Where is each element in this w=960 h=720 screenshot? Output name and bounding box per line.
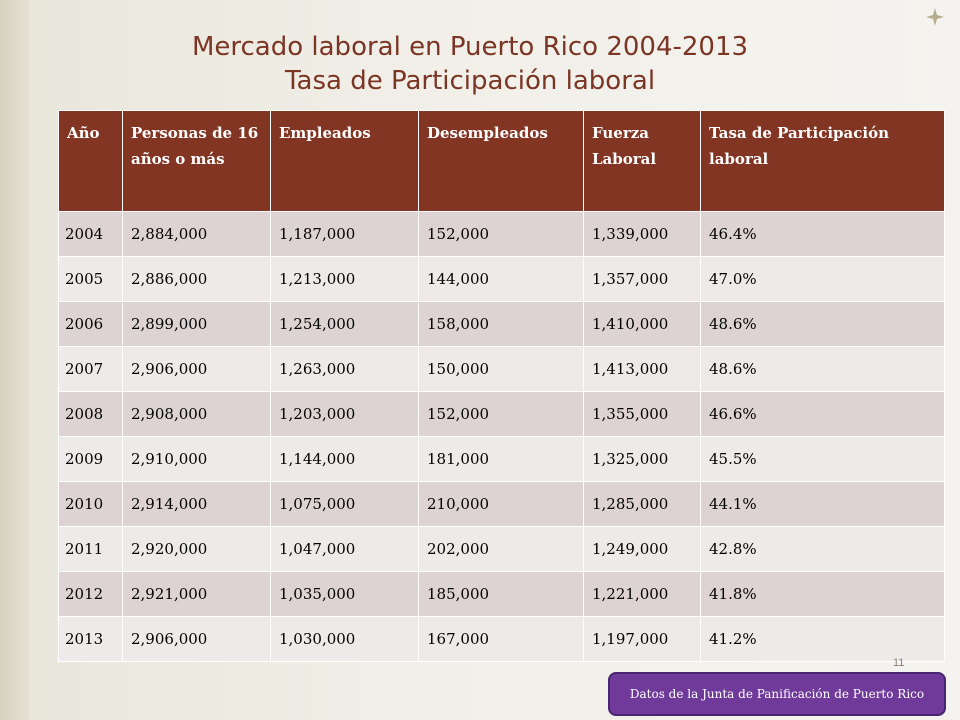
cell-employed: 1,047,000 <box>270 526 419 572</box>
cell-unemployed: 158,000 <box>418 301 584 347</box>
cell-population-16-plus: 2,906,000 <box>122 346 271 392</box>
table-row: 2004 2,884,000 1,187,000 152,000 1,339,000 46… <box>58 211 945 257</box>
cell-employed: 1,075,000 <box>270 481 419 527</box>
slide-title: Mercado laboral en Puerto Rico 2004-2013… <box>80 30 860 98</box>
table-row: 2005 2,886,000 1,213,000 144,000 1,357,000 47… <box>58 256 945 302</box>
cell-year: 2009 <box>58 436 123 482</box>
cell-participation-rate: 47.0% <box>700 256 945 302</box>
table-body: 2004 2,884,000 1,187,000 152,000 1,339,000 46… <box>58 211 945 662</box>
cell-employed: 1,030,000 <box>270 616 419 662</box>
cell-year: 2011 <box>58 526 123 572</box>
cell-population-16-plus: 2,886,000 <box>122 256 271 302</box>
source-note: Datos de la Junta de Panificación de Pue… <box>608 672 946 716</box>
cell-population-16-plus: 2,921,000 <box>122 571 271 617</box>
cell-participation-rate: 44.1% <box>700 481 945 527</box>
title-line-1: Mercado laboral en Puerto Rico 2004-2013 <box>191 32 749 62</box>
header-participation-rate: Tasa de Participación laboral <box>700 110 945 212</box>
cell-population-16-plus: 2,884,000 <box>122 211 271 257</box>
cell-population-16-plus: 2,910,000 <box>122 436 271 482</box>
table-row: 2011 2,920,000 1,047,000 202,000 1,249,000 42… <box>58 526 945 572</box>
cell-labor-force: 1,355,000 <box>583 391 701 437</box>
cell-participation-rate: 48.6% <box>700 301 945 347</box>
table-row: 2013 2,906,000 1,030,000 167,000 1,197,000 41… <box>58 616 945 662</box>
cell-labor-force: 1,221,000 <box>583 571 701 617</box>
table-row: 2010 2,914,000 1,075,000 210,000 1,285,000 44… <box>58 481 945 527</box>
cell-population-16-plus: 2,920,000 <box>122 526 271 572</box>
header-year: Año <box>58 110 123 212</box>
table-row: 2009 2,910,000 1,144,000 181,000 1,325,000 45… <box>58 436 945 482</box>
cell-year: 2005 <box>58 256 123 302</box>
cell-unemployed: 210,000 <box>418 481 584 527</box>
cell-population-16-plus: 2,899,000 <box>122 301 271 347</box>
cell-population-16-plus: 2,908,000 <box>122 391 271 437</box>
table-row: 2008 2,908,000 1,203,000 152,000 1,355,000 46… <box>58 391 945 437</box>
sparkle-icon <box>926 8 944 26</box>
cell-employed: 1,144,000 <box>270 436 419 482</box>
cell-year: 2007 <box>58 346 123 392</box>
labor-market-table: Año Personas de 16 años o más Empleados … <box>58 110 945 662</box>
cell-labor-force: 1,413,000 <box>583 346 701 392</box>
cell-labor-force: 1,285,000 <box>583 481 701 527</box>
cell-population-16-plus: 2,914,000 <box>122 481 271 527</box>
cell-employed: 1,187,000 <box>270 211 419 257</box>
cell-unemployed: 152,000 <box>418 211 584 257</box>
title-line-2: Tasa de Participación laboral <box>284 66 656 96</box>
cell-year: 2013 <box>58 616 123 662</box>
cell-year: 2010 <box>58 481 123 527</box>
cell-employed: 1,035,000 <box>270 571 419 617</box>
cell-unemployed: 167,000 <box>418 616 584 662</box>
cell-labor-force: 1,325,000 <box>583 436 701 482</box>
cell-year: 2006 <box>58 301 123 347</box>
left-decorative-bar <box>0 0 30 720</box>
cell-participation-rate: 46.4% <box>700 211 945 257</box>
cell-unemployed: 150,000 <box>418 346 584 392</box>
cell-participation-rate: 45.5% <box>700 436 945 482</box>
cell-labor-force: 1,410,000 <box>583 301 701 347</box>
cell-unemployed: 144,000 <box>418 256 584 302</box>
cell-participation-rate: 48.6% <box>700 346 945 392</box>
cell-labor-force: 1,249,000 <box>583 526 701 572</box>
header-population-16-plus: Personas de 16 años o más <box>122 110 271 212</box>
page-number: 11 <box>893 657 905 669</box>
cell-employed: 1,263,000 <box>270 346 419 392</box>
cell-year: 2004 <box>58 211 123 257</box>
cell-employed: 1,213,000 <box>270 256 419 302</box>
header-employed: Empleados <box>270 110 419 212</box>
cell-unemployed: 152,000 <box>418 391 584 437</box>
cell-employed: 1,203,000 <box>270 391 419 437</box>
header-labor-force: Fuerza Laboral <box>583 110 701 212</box>
cell-labor-force: 1,339,000 <box>583 211 701 257</box>
cell-unemployed: 181,000 <box>418 436 584 482</box>
cell-participation-rate: 41.8% <box>700 571 945 617</box>
table-row: 2006 2,899,000 1,254,000 158,000 1,410,000 48… <box>58 301 945 347</box>
cell-employed: 1,254,000 <box>270 301 419 347</box>
cell-unemployed: 185,000 <box>418 571 584 617</box>
cell-participation-rate: 41.2% <box>700 616 945 662</box>
cell-population-16-plus: 2,906,000 <box>122 616 271 662</box>
cell-labor-force: 1,197,000 <box>583 616 701 662</box>
cell-participation-rate: 46.6% <box>700 391 945 437</box>
table-row: 2007 2,906,000 1,263,000 150,000 1,413,000 48… <box>58 346 945 392</box>
table-row: 2012 2,921,000 1,035,000 185,000 1,221,000 41… <box>58 571 945 617</box>
cell-year: 2008 <box>58 391 123 437</box>
cell-labor-force: 1,357,000 <box>583 256 701 302</box>
cell-year: 2012 <box>58 571 123 617</box>
cell-participation-rate: 42.8% <box>700 526 945 572</box>
table-header-row: Año Personas de 16 años o más Empleados … <box>58 110 945 212</box>
cell-unemployed: 202,000 <box>418 526 584 572</box>
header-unemployed: Desempleados <box>418 110 584 212</box>
